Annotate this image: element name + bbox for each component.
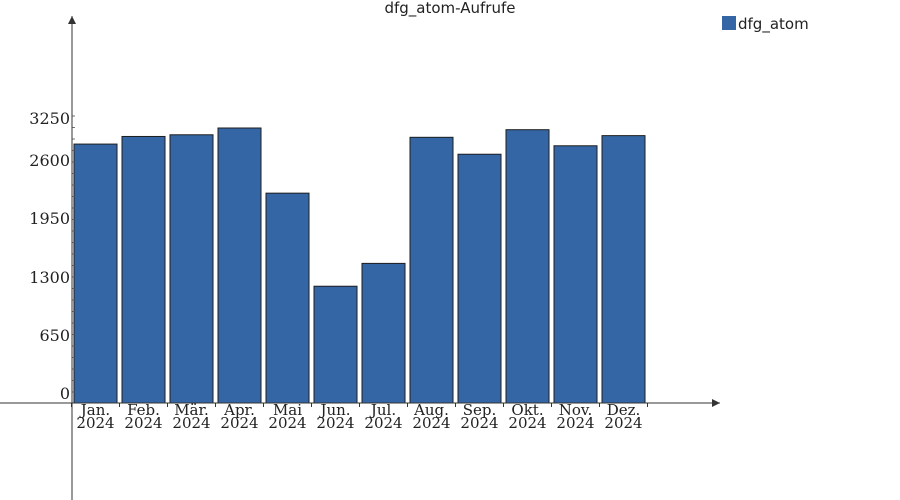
bar-5 [265,192,310,404]
bar-4 [217,127,262,404]
bar-11 [553,145,598,404]
x-tick-label: Mär. 2024 [172,401,210,432]
bar-6 [313,285,358,404]
x-tick-label: Nov. 2024 [556,401,594,432]
legend-swatch [722,16,736,30]
bar-8 [409,136,454,404]
y-tick-label: 650 [39,326,70,345]
legend-label: dfg_atom [738,15,809,34]
bar-2 [121,135,166,404]
y-tick-label: 2600 [29,151,70,170]
y-tick-label: 0 [60,384,70,403]
bar-1 [73,143,118,404]
x-tick-label: Jun. 2024 [316,401,354,432]
y-tick-label: 3250 [29,109,70,128]
bar-9 [457,153,502,404]
y-tick-label: 1950 [29,209,70,228]
y-tick-label: 1300 [29,268,70,287]
x-tick-label: Feb. 2024 [124,401,162,432]
x-tick-label: Sep. 2024 [460,401,498,432]
x-tick-label: Dez. 2024 [604,401,642,432]
bar-7 [361,262,406,404]
chart-title: dfg_atom-Aufrufe [384,0,515,18]
bar-10 [505,129,550,404]
bars-group [73,127,646,404]
x-tick-label: Apr. 2024 [220,401,258,432]
bar-12 [601,135,646,404]
x-tick-label: Jan. 2024 [76,401,114,432]
x-tick-label: Okt. 2024 [508,401,546,432]
x-axis-labels: Jan. 2024 Feb. 2024 Mär. 2024 Apr. 2024 Mai 2024 J… [71,401,648,432]
x-tick-label: Jul. 2024 [364,401,402,432]
x-tick-label: Mai 2024 [268,401,306,432]
bar-3 [169,134,214,404]
y-axis-labels: 0 650 1300 1950 2600 3250 [29,109,70,403]
legend: dfg_atom [722,15,809,34]
x-tick-label: Aug. 2024 [412,401,450,432]
